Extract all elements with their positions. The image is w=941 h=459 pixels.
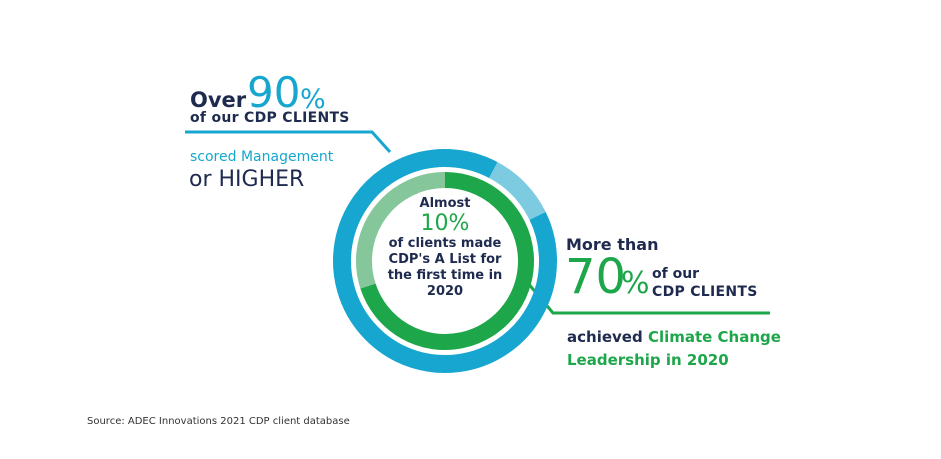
inner-ring-segment-0 [360,172,534,350]
right-line3b: Climate Change [647,328,781,346]
left-prefix: Over [190,88,247,112]
left-unit: % [300,84,326,115]
right-line4: Leadership in 2020 [567,351,729,369]
left-line3: scored Management [190,149,334,165]
left-line4: or HIGHER [189,167,305,192]
right-line3a: achieved [567,328,643,346]
outer-ring-segment-0 [333,149,557,373]
right-line2a: of our [652,266,700,282]
center-line: of clients made CDP's A List for the fir… [387,236,503,299]
outer-ring-segment-1 [488,162,546,221]
right-prefix: More than [566,235,659,254]
blue-leader-line [185,130,392,154]
left-line2: of our CDP CLIENTS [190,110,350,126]
inner-ring-segment-1 [356,172,446,289]
right-line2b: CDP CLIENTS [652,284,758,300]
center-prefix: Almost [419,196,471,211]
center-value: 10% [420,211,470,236]
right-unit: % [621,266,650,301]
right-value: 70 [565,249,627,305]
right-line3: achieved Climate Change [567,328,781,346]
source-note: Source: ADEC Innovations 2021 CDP client… [87,416,350,427]
center-callout: Almost 10% of clients made CDP's A List … [380,196,510,300]
left-value: 90 [247,68,301,117]
